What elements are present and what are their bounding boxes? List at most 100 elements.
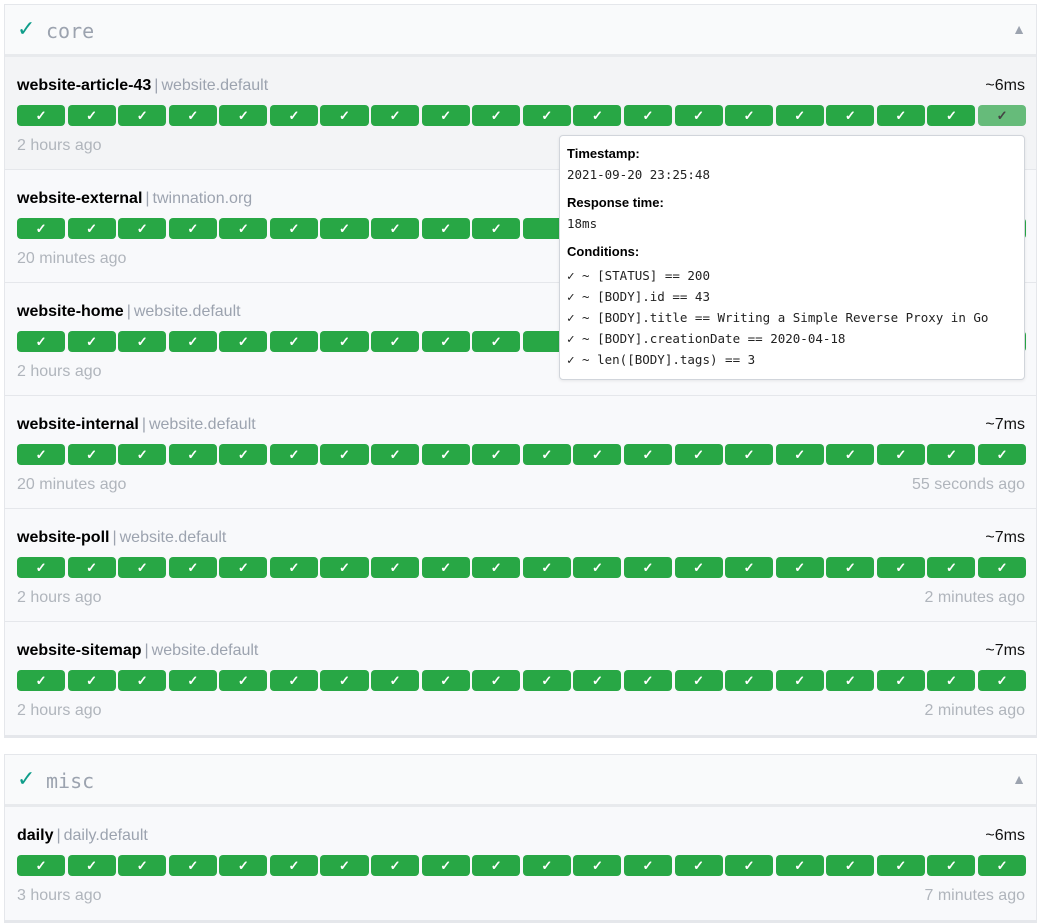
- result-bar[interactable]: ✓: [826, 105, 875, 126]
- result-bar[interactable]: ✓: [371, 105, 420, 126]
- result-bar[interactable]: ✓: [17, 105, 66, 126]
- result-bar[interactable]: ✓: [674, 105, 723, 126]
- result-bar[interactable]: ✓: [472, 855, 521, 876]
- result-bar[interactable]: ✓: [67, 855, 116, 876]
- result-bar[interactable]: ✓: [472, 105, 521, 126]
- result-bar[interactable]: ✓: [269, 218, 318, 239]
- result-bar[interactable]: ✓: [826, 855, 875, 876]
- result-bar[interactable]: ✓: [118, 557, 167, 578]
- endpoint-row[interactable]: website-sitemap | website.default ~7ms ✓ ✓ ✓…: [5, 622, 1036, 735]
- result-bar[interactable]: ✓: [674, 557, 723, 578]
- result-bar[interactable]: ✓: [775, 444, 824, 465]
- result-bar[interactable]: ✓: [118, 670, 167, 691]
- result-bar[interactable]: ✓: [17, 670, 66, 691]
- result-bar[interactable]: ✓: [17, 855, 66, 876]
- result-bar[interactable]: ✓: [118, 331, 167, 352]
- result-bar[interactable]: ✓: [876, 105, 925, 126]
- result-bar[interactable]: ✓: [623, 557, 673, 578]
- result-bar[interactable]: ✓: [219, 444, 268, 465]
- result-bar[interactable]: ✓: [168, 444, 217, 465]
- result-bar[interactable]: ✓: [371, 557, 420, 578]
- result-bar[interactable]: ✓: [826, 557, 875, 578]
- result-bar[interactable]: ✓: [168, 331, 217, 352]
- result-bar[interactable]: ✓: [421, 444, 470, 465]
- result-bar[interactable]: ✓: [674, 855, 723, 876]
- endpoint-name[interactable]: website-home: [17, 303, 124, 320]
- result-bar[interactable]: ✓: [320, 557, 369, 578]
- endpoint-row[interactable]: website-poll | website.default ~7ms ✓ ✓ ✓ ✓ ✓ ✓…: [5, 509, 1036, 622]
- endpoint-row[interactable]: daily | daily.default ~6ms ✓ ✓ ✓ ✓ ✓ ✓ ✓ ✓ ✓ ✓ ✓ ✓ ✓ ✓ ✓…: [5, 807, 1036, 920]
- result-bar[interactable]: ✓: [826, 670, 875, 691]
- result-bar[interactable]: ✓: [421, 557, 470, 578]
- result-bar[interactable]: ✓: [725, 557, 774, 578]
- result-bar[interactable]: ✓: [269, 444, 318, 465]
- result-bar[interactable]: ✓: [876, 855, 925, 876]
- result-bar[interactable]: ✓: [826, 444, 875, 465]
- result-bar[interactable]: ✓: [472, 670, 521, 691]
- result-bar[interactable]: ✓: [118, 218, 167, 239]
- result-bar[interactable]: ✓: [927, 105, 976, 126]
- result-bar[interactable]: ✓: [320, 855, 369, 876]
- result-bar[interactable]: ✓: [219, 105, 268, 126]
- result-bar[interactable]: ✓: [573, 855, 622, 876]
- result-bar[interactable]: ✓: [320, 670, 369, 691]
- result-bar[interactable]: ✓: [17, 557, 66, 578]
- endpoint-name[interactable]: website-internal: [17, 416, 139, 433]
- result-bar[interactable]: ✓: [472, 444, 521, 465]
- endpoint-name[interactable]: website-external: [17, 190, 143, 207]
- result-bar[interactable]: ✓: [269, 331, 318, 352]
- result-bar[interactable]: ✓: [67, 670, 116, 691]
- result-bar[interactable]: ✓: [371, 331, 420, 352]
- result-bar[interactable]: ✓: [623, 105, 673, 126]
- result-bar[interactable]: ✓: [725, 444, 774, 465]
- result-bar[interactable]: ✓: [118, 444, 167, 465]
- result-bar[interactable]: ✓: [320, 105, 369, 126]
- result-bar[interactable]: ✓: [674, 444, 723, 465]
- result-bar[interactable]: ✓: [421, 218, 470, 239]
- result-bar[interactable]: ✓: [573, 444, 622, 465]
- result-bar[interactable]: ✓: [67, 331, 116, 352]
- result-bar[interactable]: ✓: [977, 670, 1027, 691]
- result-bar[interactable]: ✓: [876, 557, 925, 578]
- result-bar[interactable]: ✓: [522, 855, 571, 876]
- result-bar[interactable]: ✓: [219, 670, 268, 691]
- result-bar[interactable]: [522, 331, 571, 352]
- result-bar[interactable]: ✓: [725, 105, 774, 126]
- result-bar[interactable]: ✓: [573, 105, 622, 126]
- endpoint-name[interactable]: website-article-43: [17, 77, 152, 94]
- result-bar[interactable]: ✓: [168, 557, 217, 578]
- result-bar[interactable]: ✓: [168, 670, 217, 691]
- result-bar[interactable]: ✓: [421, 105, 470, 126]
- endpoint-row[interactable]: website-article-43 | website.default ~6ms …: [5, 57, 1036, 170]
- result-bar[interactable]: [522, 218, 571, 239]
- result-bar[interactable]: ✓: [269, 557, 318, 578]
- result-bar[interactable]: ✓: [522, 557, 571, 578]
- result-bar[interactable]: ✓: [674, 670, 723, 691]
- result-bar[interactable]: ✓: [17, 218, 66, 239]
- result-bar[interactable]: ✓: [67, 444, 116, 465]
- result-bar[interactable]: ✓: [977, 855, 1027, 876]
- result-bar[interactable]: ✓: [775, 670, 824, 691]
- result-bar[interactable]: ✓: [927, 557, 976, 578]
- result-bar[interactable]: ✓: [118, 855, 167, 876]
- result-bar[interactable]: ✓: [67, 557, 116, 578]
- result-bar[interactable]: ✓: [421, 331, 470, 352]
- result-bar[interactable]: ✓: [371, 855, 420, 876]
- result-bar[interactable]: ✓: [927, 670, 976, 691]
- result-bar[interactable]: ✓: [421, 670, 470, 691]
- result-bar[interactable]: ✓: [927, 444, 976, 465]
- result-bar[interactable]: ✓: [219, 557, 268, 578]
- result-bar[interactable]: ✓: [927, 855, 976, 876]
- endpoint-row[interactable]: website-internal | website.default ~7ms ✓ ✓…: [5, 396, 1036, 509]
- result-bar[interactable]: ✓: [725, 670, 774, 691]
- result-bar[interactable]: ✓: [522, 105, 571, 126]
- result-bar[interactable]: ✓: [623, 855, 673, 876]
- result-bar[interactable]: ✓: [67, 218, 116, 239]
- result-bar[interactable]: ✓: [472, 557, 521, 578]
- collapse-icon[interactable]: ▲: [1012, 771, 1026, 787]
- result-bar[interactable]: ✓: [977, 105, 1027, 126]
- result-bar[interactable]: ✓: [977, 557, 1027, 578]
- result-bar[interactable]: ✓: [472, 331, 521, 352]
- result-bar[interactable]: ✓: [269, 855, 318, 876]
- group-header[interactable]: ✓ core ▲: [5, 5, 1036, 57]
